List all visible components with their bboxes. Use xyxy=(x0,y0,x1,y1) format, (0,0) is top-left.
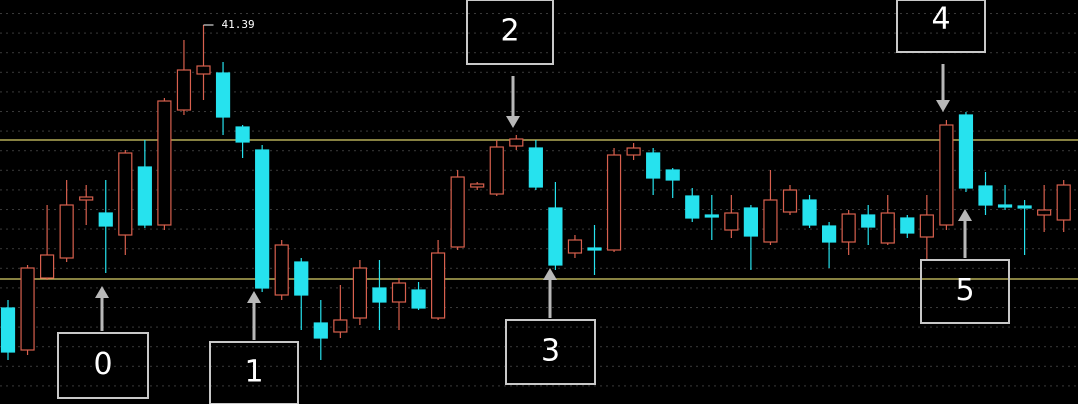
candle-body xyxy=(802,199,817,226)
candle-body xyxy=(313,322,328,339)
candle-body xyxy=(470,183,485,188)
candle-body xyxy=(665,169,680,181)
callout-box xyxy=(505,319,596,385)
annotation: 41.39 xyxy=(222,18,255,31)
candle-body xyxy=(59,204,74,259)
candle-body xyxy=(880,212,895,244)
callout-arrowhead xyxy=(95,286,109,298)
candle-body xyxy=(0,307,16,353)
candle-body xyxy=(118,152,133,236)
candle-body xyxy=(294,261,309,296)
candle-body xyxy=(900,217,915,234)
candle-body xyxy=(1056,184,1071,221)
callout-box xyxy=(466,0,554,65)
candle-body xyxy=(548,207,563,266)
candle-body xyxy=(411,289,426,309)
candle-body xyxy=(743,207,759,237)
candle-body xyxy=(431,252,446,319)
candle-body xyxy=(39,254,55,279)
candle-body xyxy=(626,147,641,156)
candle-body xyxy=(489,146,504,195)
candle-body xyxy=(20,267,35,351)
callout-label: 4 xyxy=(931,2,950,37)
candle-body xyxy=(391,282,407,303)
candle-body xyxy=(567,239,583,254)
callout-box xyxy=(209,341,299,404)
callout-box xyxy=(57,332,149,399)
candle-body xyxy=(685,195,700,219)
candle-body xyxy=(352,267,367,319)
callout-label: 2 xyxy=(500,14,519,49)
candle-body xyxy=(919,214,934,238)
candle-body xyxy=(255,149,270,289)
candle-body xyxy=(333,319,348,333)
candle-body xyxy=(98,212,113,227)
callout-label: 3 xyxy=(541,334,560,369)
candle-body xyxy=(606,154,622,251)
candle-body xyxy=(79,196,94,201)
callout-arrowhead xyxy=(247,291,261,303)
candle-body xyxy=(137,166,152,226)
candle-body xyxy=(978,185,993,206)
candle-body xyxy=(724,212,739,231)
candle-body xyxy=(958,114,974,189)
candle-body xyxy=(274,244,289,296)
callout-label: 0 xyxy=(93,347,112,382)
candle-body xyxy=(997,204,1013,208)
candle-body xyxy=(1037,209,1052,216)
candle-body xyxy=(704,214,719,218)
candle-body xyxy=(939,124,954,226)
callout-arrowhead xyxy=(506,116,520,128)
callout-label: 5 xyxy=(955,273,974,308)
candle-body xyxy=(528,147,543,188)
callout-box xyxy=(920,259,1010,324)
callout-arrowhead xyxy=(958,209,972,221)
candle-body xyxy=(861,214,876,228)
candle-body xyxy=(646,152,661,179)
candle-body xyxy=(176,69,192,111)
candle-body xyxy=(509,138,524,147)
candle-body xyxy=(587,247,602,251)
candle-body xyxy=(1017,205,1032,209)
callout-arrowhead xyxy=(543,268,557,280)
candle-body xyxy=(196,65,211,75)
candle-body xyxy=(821,225,837,243)
candle-body xyxy=(215,72,231,118)
candle-body xyxy=(782,189,798,213)
candle-body xyxy=(763,199,778,243)
callout-arrowhead xyxy=(936,100,950,112)
candle-body xyxy=(372,287,387,303)
callout-label: 1 xyxy=(244,355,263,390)
candle-body xyxy=(450,176,465,248)
callout-box xyxy=(896,0,986,53)
candle-body xyxy=(235,126,250,143)
candle-body xyxy=(841,213,856,243)
candle-body xyxy=(157,100,172,226)
